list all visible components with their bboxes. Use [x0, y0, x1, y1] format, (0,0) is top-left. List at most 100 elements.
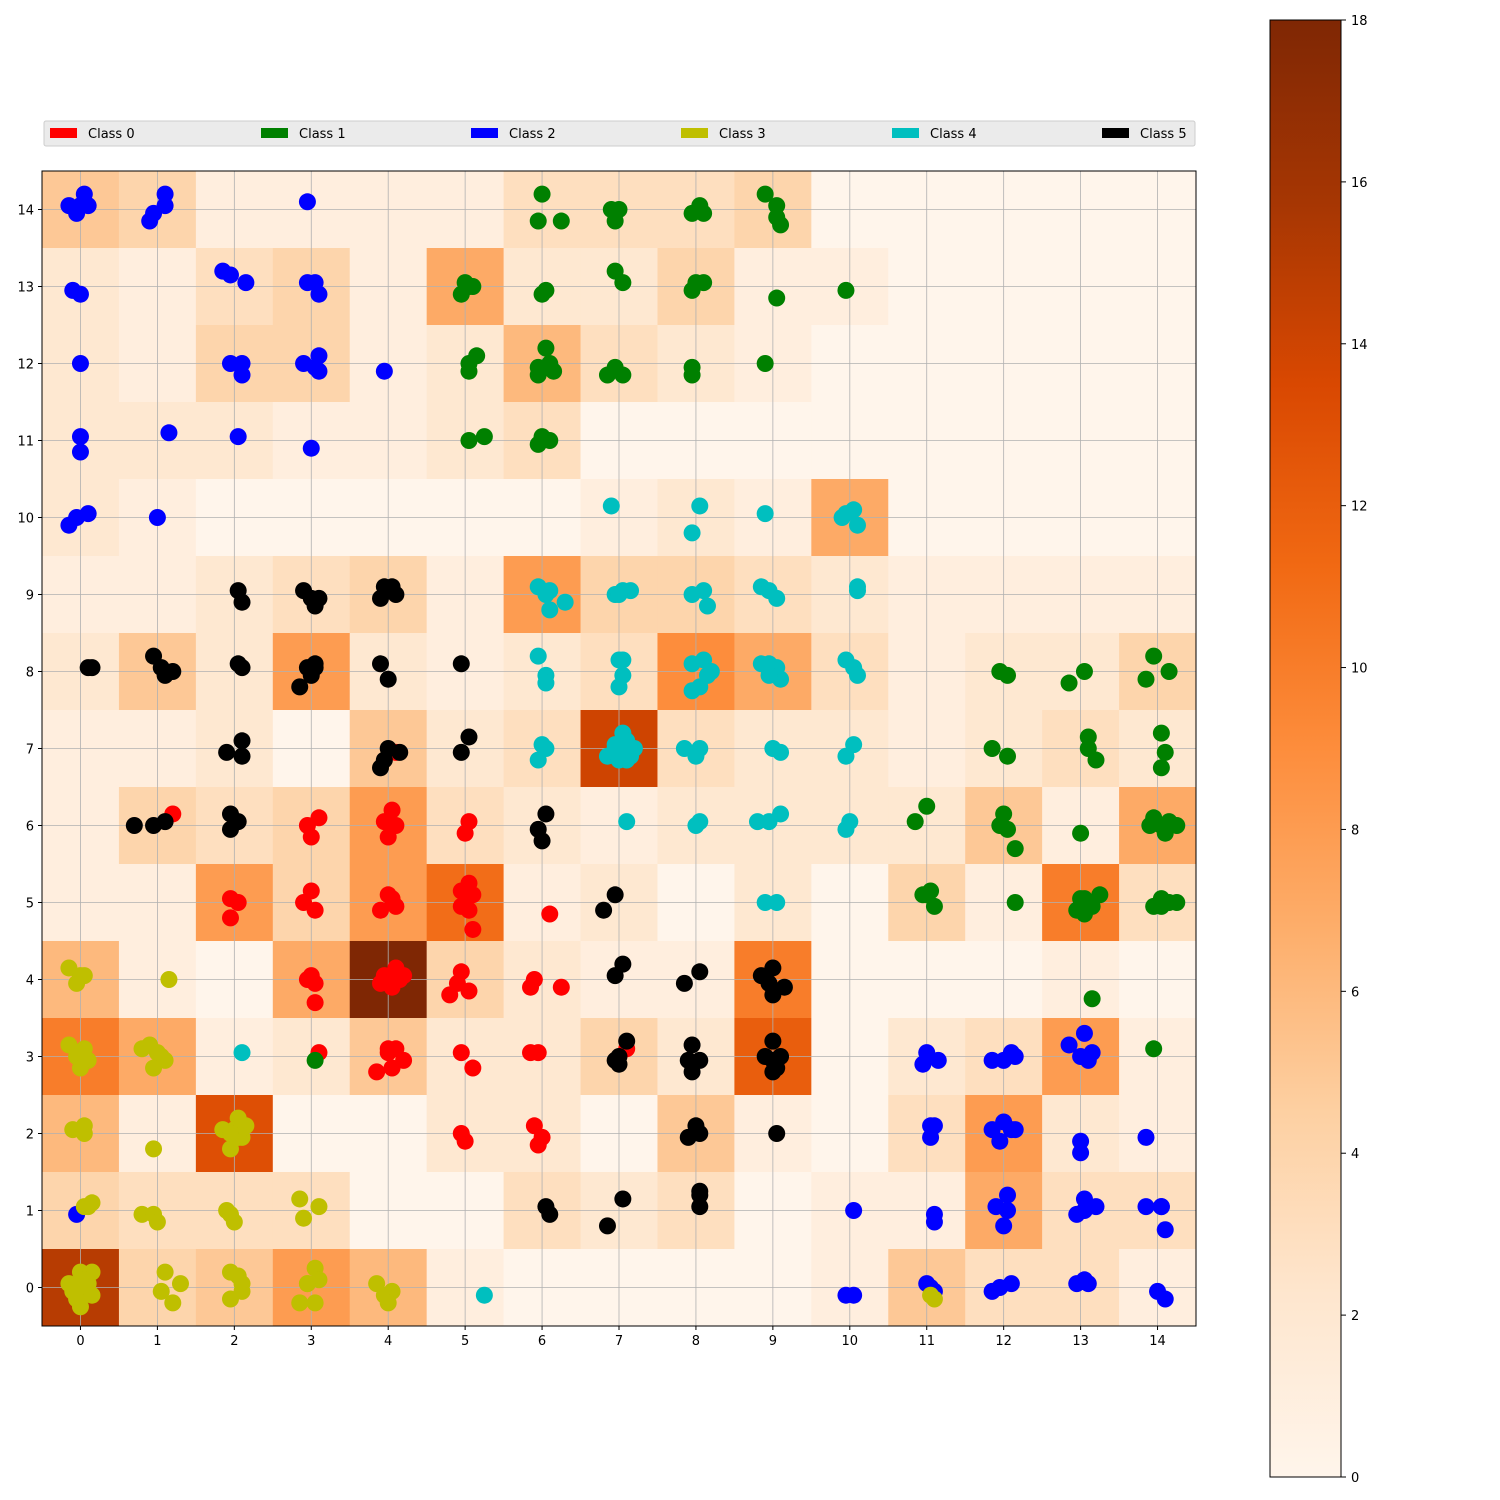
data-point: [995, 1217, 1013, 1235]
data-point: [1160, 663, 1178, 680]
x-tick-label: 2: [230, 1334, 238, 1349]
data-point: [460, 362, 478, 380]
data-point: [1087, 751, 1105, 769]
colorbar-tick-label: 12: [1351, 500, 1368, 515]
data-point: [152, 1282, 170, 1300]
data-point: [529, 1044, 547, 1062]
data-point: [691, 813, 709, 831]
data-point: [302, 439, 320, 457]
legend-frame: [43, 120, 1196, 147]
data-point: [925, 1213, 943, 1231]
colorbar-tick-label: 18: [1351, 14, 1368, 29]
data-point: [675, 974, 693, 992]
series-class-4: [233, 497, 866, 1304]
data-point: [1079, 1275, 1097, 1293]
data-point: [999, 1202, 1017, 1219]
data-point: [460, 901, 478, 919]
data-point: [614, 955, 632, 973]
data-point: [164, 663, 182, 680]
y-tick-label: 1: [26, 1205, 34, 1220]
data-point: [610, 586, 628, 603]
data-point: [233, 747, 251, 765]
data-point: [602, 497, 620, 515]
x-tick-label: 5: [461, 1334, 469, 1349]
data-point: [683, 524, 701, 542]
data-point: [306, 655, 324, 673]
data-point: [379, 1294, 397, 1312]
data-point: [221, 909, 239, 927]
data-point: [772, 743, 790, 761]
data-point: [618, 1032, 636, 1050]
data-point: [614, 1190, 632, 1208]
data-point: [379, 828, 397, 846]
data-point: [372, 759, 390, 777]
data-point: [918, 797, 936, 815]
data-point: [1152, 759, 1170, 777]
colorbar-tick-label: 2: [1351, 1309, 1359, 1324]
data-point: [368, 1063, 386, 1081]
data-point: [1006, 1048, 1024, 1065]
data-point: [302, 967, 320, 985]
data-point: [233, 1282, 251, 1300]
data-point: [145, 1140, 163, 1158]
data-point: [306, 901, 324, 919]
data-point: [218, 743, 236, 761]
data-point: [83, 1286, 101, 1304]
data-point: [1168, 894, 1186, 911]
y-tick-label: 3: [26, 1051, 34, 1066]
data-point: [233, 593, 251, 611]
data-point: [441, 986, 459, 1004]
x-tick-label: 3: [307, 1334, 315, 1349]
y-tick-label: 11: [17, 435, 34, 450]
y-tick-label: 5: [26, 897, 34, 912]
y-tick-label: 0: [26, 1282, 34, 1297]
data-point: [991, 1132, 1009, 1150]
data-point: [702, 663, 720, 680]
data-point: [1002, 1275, 1020, 1293]
data-point: [1075, 905, 1093, 923]
y-tick-label: 14: [17, 204, 34, 219]
data-point: [1072, 824, 1090, 842]
data-point: [922, 882, 940, 900]
data-point: [71, 428, 89, 446]
data-point: [552, 212, 570, 230]
data-point: [302, 828, 320, 846]
x-tick-label: 13: [1072, 1334, 1089, 1349]
data-point: [529, 647, 547, 665]
data-point: [68, 974, 86, 992]
data-point: [1083, 990, 1101, 1008]
data-point: [760, 666, 778, 684]
data-point: [929, 1051, 947, 1069]
data-point: [160, 424, 178, 442]
data-point: [1141, 817, 1159, 834]
y-tick-label: 6: [26, 820, 34, 835]
data-point: [1060, 674, 1078, 692]
colorbar-tick-label: 4: [1351, 1147, 1359, 1162]
data-point: [983, 740, 1001, 757]
data-point: [372, 655, 390, 673]
data-point: [1137, 670, 1155, 688]
colorbar-ticks: 0 2 4 6 8 10 12 14 16 18: [1341, 14, 1368, 1486]
data-point: [999, 747, 1017, 765]
data-point: [237, 274, 255, 292]
data-point: [387, 586, 405, 603]
data-point: [683, 1036, 701, 1054]
data-point: [310, 809, 328, 827]
legend-label: Class 3: [719, 127, 766, 142]
series-class-5: [79, 578, 793, 1235]
x-tick-label: 10: [842, 1334, 859, 1349]
data-point: [395, 967, 413, 985]
data-point: [460, 278, 478, 295]
legend-swatch: [1102, 128, 1129, 138]
data-point: [768, 289, 786, 307]
data-point: [148, 509, 166, 526]
data-point: [848, 582, 866, 600]
data-point: [221, 1125, 239, 1142]
colorbar-tick-label: 10: [1351, 662, 1368, 677]
y-tick-label: 8: [26, 666, 34, 681]
data-point: [383, 801, 401, 819]
data-point: [225, 1213, 243, 1231]
legend-swatch: [892, 128, 919, 138]
data-point: [764, 959, 782, 977]
